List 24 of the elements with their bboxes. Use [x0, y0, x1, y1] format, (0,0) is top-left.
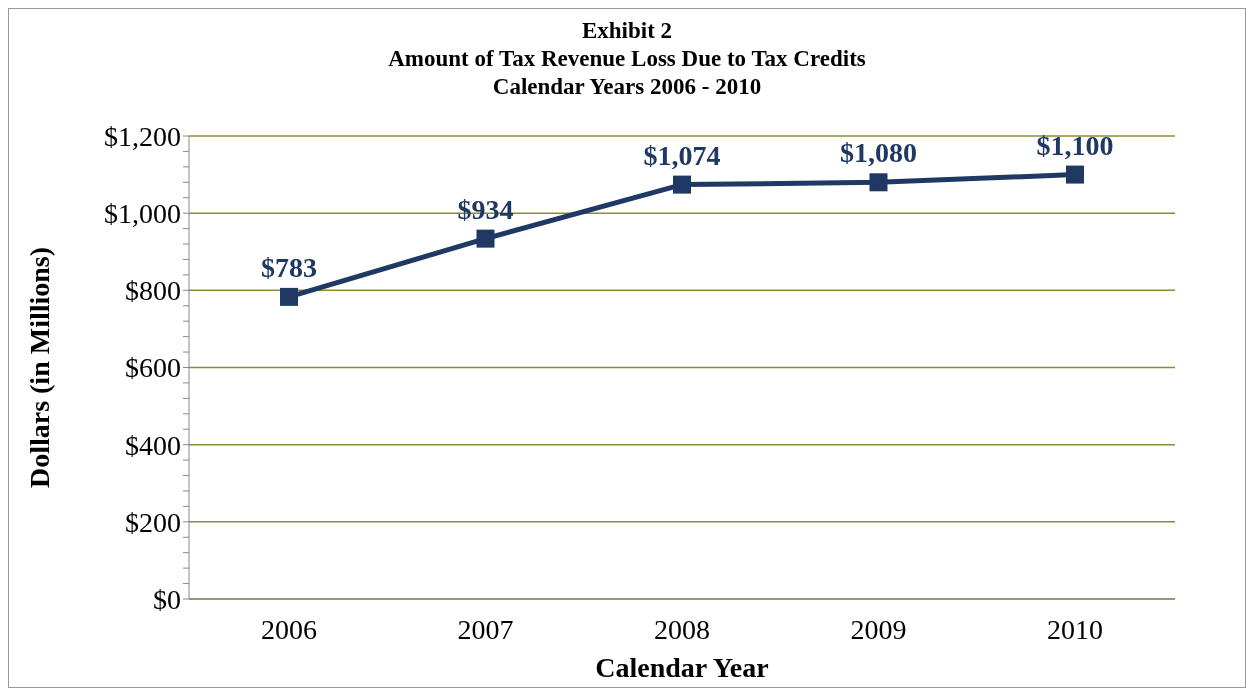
x-tick-label: 2008 — [654, 613, 710, 645]
point — [869, 173, 888, 192]
x-tick-label: 2009 — [850, 613, 907, 645]
point — [1066, 165, 1084, 184]
point — [280, 287, 298, 306]
y-tick-label: $400 — [125, 429, 181, 461]
data-label: $1,100 — [1036, 129, 1114, 161]
y-tick-label: $200 — [125, 506, 181, 538]
y-axis-title: Dollars (in Millions) — [23, 246, 55, 489]
x-tick-label: 2010 — [1047, 613, 1103, 645]
point — [673, 175, 691, 194]
data-label: $1,080 — [840, 137, 917, 169]
x-tick-label: 2007 — [457, 613, 514, 645]
y-tick-label: $1,200 — [104, 120, 181, 152]
y-tick-label: $1,000 — [104, 198, 181, 230]
x-axis-title: Calendar Year — [595, 652, 769, 683]
x-tick-label: 2006 — [261, 613, 317, 645]
data-label: $1,074 — [643, 139, 721, 171]
chart-title: Exhibit 2 Amount of Tax Revenue Loss Due to Tax Credits Calendar Years 2006 - 2010 — [387, 17, 867, 101]
data-label: $783 — [261, 251, 317, 283]
point — [476, 229, 495, 248]
y-tick-label: $600 — [125, 352, 181, 384]
y-tick-label: $0 — [153, 583, 181, 615]
y-tick-label: $800 — [125, 275, 181, 307]
